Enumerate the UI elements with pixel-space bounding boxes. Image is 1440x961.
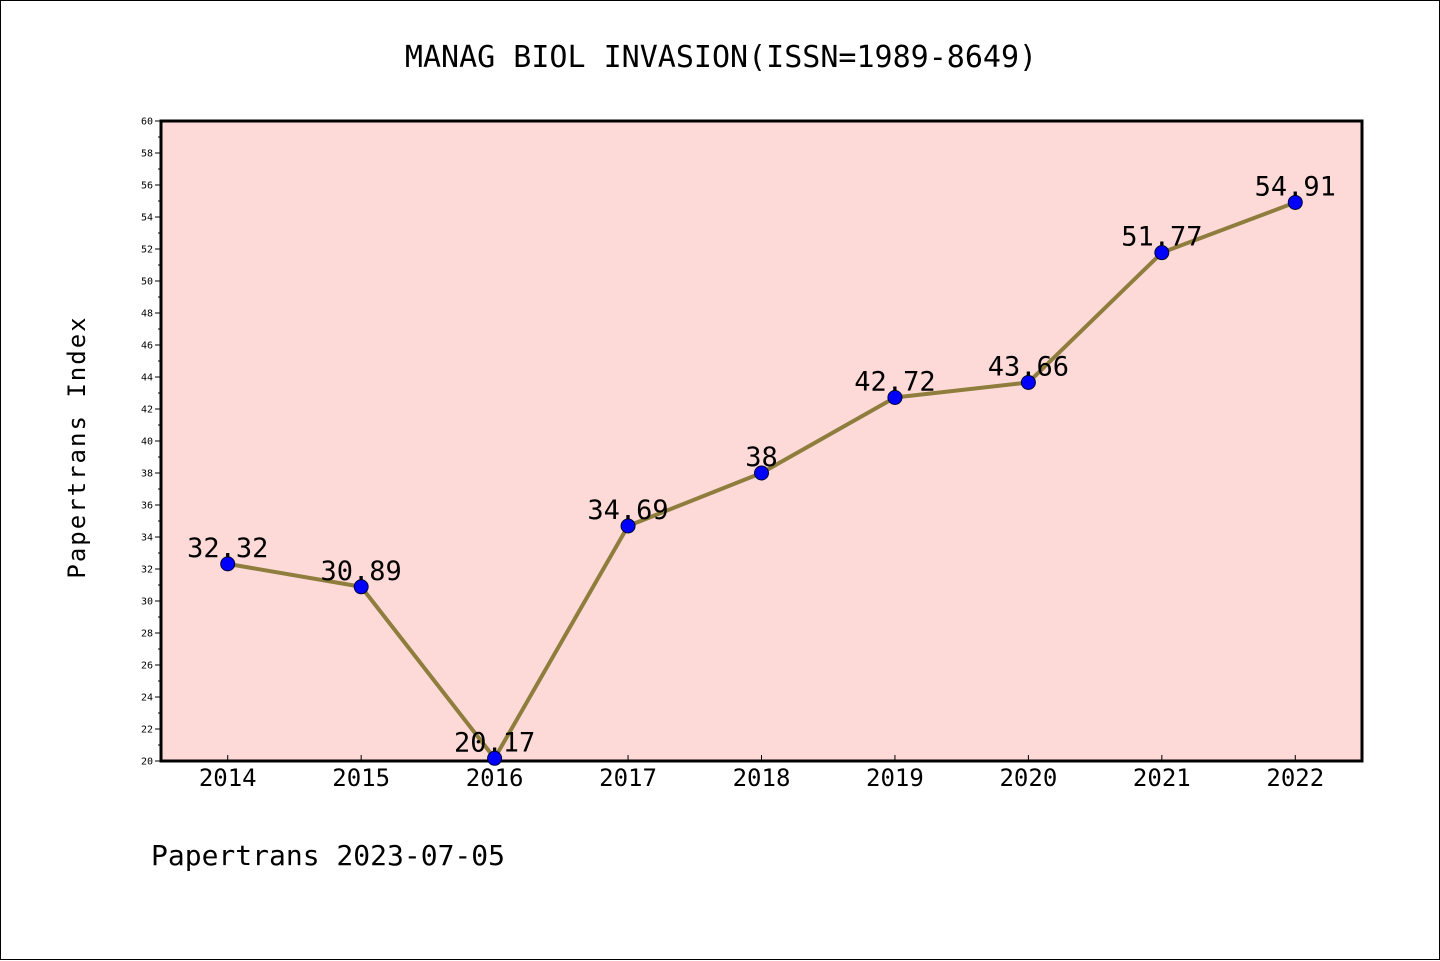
y-tick-label: 20 [141,757,153,768]
data-label: 43.66 [988,351,1069,382]
data-label: 34.69 [587,495,668,526]
y-tick-label: 36 [141,501,153,512]
y-tick-label: 24 [141,693,153,704]
data-point-marker [620,518,636,534]
data-point-marker [754,465,769,481]
x-tick-label: 2018 [733,764,791,792]
y-axis-label: Papertrans Index [63,315,91,578]
plot-area [159,119,1364,763]
data-label: 20.17 [454,727,535,758]
x-tick-label: 2022 [1266,764,1324,792]
y-tick-label: 54 [141,213,153,224]
y-tick-label: 60 [141,117,153,128]
data-point-marker [487,750,503,766]
y-tick-label: 32 [141,565,153,576]
series-line-group [220,194,1303,766]
y-tick-label: 46 [141,341,153,352]
x-tick-label: 2016 [466,764,524,792]
y-tick-label: 28 [141,629,153,640]
y-tick-label: 38 [141,469,153,480]
data-point-marker [353,579,369,595]
y-tick-label: 58 [141,149,153,160]
y-tick-label: 22 [141,725,153,736]
y-tick-label: 34 [141,533,153,544]
x-axis: 2014 2015 2016 2017 2018 2019 2020 2021 2022 [199,755,1324,792]
x-tick-label: 2019 [866,764,924,792]
y-axis: 20 22 24 26 28 30 32 34 36 38 40 42 44 46 48 50 52 54 56 58… [141,117,161,768]
y-tick-label: 56 [141,181,153,192]
data-point-marker [1287,194,1303,210]
y-tick-label: 48 [141,309,153,320]
data-point-marker [1020,374,1036,390]
y-tick-label: 52 [141,245,153,256]
data-point-marker [887,389,903,405]
x-tick-label: 2014 [199,764,257,792]
data-label: 30.89 [321,556,402,587]
y-tick-label: 40 [141,437,153,448]
y-tick-label: 26 [141,661,153,672]
data-label: 38 [745,442,778,473]
x-tick-label: 2020 [999,764,1057,792]
x-tick-label: 2017 [599,764,657,792]
data-label: 51.77 [1121,222,1202,253]
chart-title: MANAG BIOL INVASION(ISSN=1989-8649) [405,40,1037,75]
x-tick-label: 2021 [1133,764,1191,792]
y-tick-label: 44 [141,373,153,384]
footer-text: Papertrans 2023-07-05 [151,839,505,872]
data-labels: 32.32 30.89 20.17 34.69 38 42.72 43.66 51.77 54.… [187,171,1336,758]
data-point-marker [220,556,236,572]
data-point-marker [1154,245,1170,261]
data-label: 42.72 [854,366,935,397]
data-label: 54.91 [1255,171,1336,202]
y-tick-label: 42 [141,405,153,416]
x-tick-label: 2015 [332,764,390,792]
y-tick-label: 30 [141,597,153,608]
data-label: 32.32 [187,533,268,564]
y-tick-label: 50 [141,277,153,288]
